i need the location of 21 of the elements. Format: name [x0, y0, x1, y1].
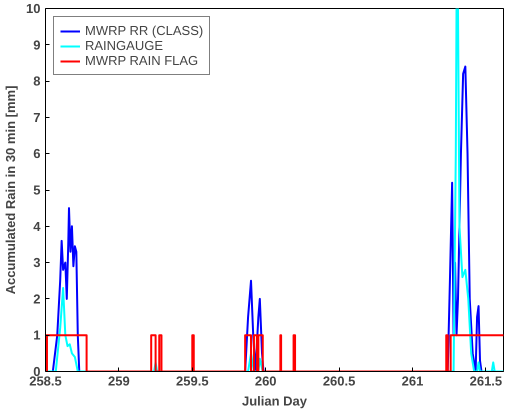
x-tick-label: 260.5	[322, 374, 356, 388]
y-tick-label: 10	[26, 1, 41, 16]
y-tick-label: 8	[33, 74, 41, 89]
legend-label: MWRP RR (CLASS)	[85, 23, 204, 38]
x-tick-label: 261.5	[470, 374, 502, 388]
y-tick-label: 4	[33, 218, 42, 234]
x-tick-label: 259	[108, 374, 130, 388]
legend-label: MWRP RAIN FLAG	[85, 53, 198, 68]
y-tick-label: 2	[33, 291, 41, 306]
x-axis-title: Julian Day	[242, 394, 308, 408]
y-axis-title: Accumulated Rain in 30 min [mm]	[3, 86, 18, 294]
y-tick-label: 9	[33, 37, 41, 52]
x-tick-label: 259.5	[176, 374, 209, 388]
y-tick-label: 5	[33, 182, 41, 198]
x-tick-label: 260	[254, 374, 277, 388]
y-tick-label: 7	[33, 110, 41, 125]
legend-label: RAINGAUGE	[85, 38, 164, 53]
y-tick-label: 1	[33, 328, 41, 343]
x-tick-label: 261	[402, 374, 424, 388]
y-tick-label: 3	[33, 255, 41, 270]
y-tick-label: 6	[33, 146, 41, 162]
